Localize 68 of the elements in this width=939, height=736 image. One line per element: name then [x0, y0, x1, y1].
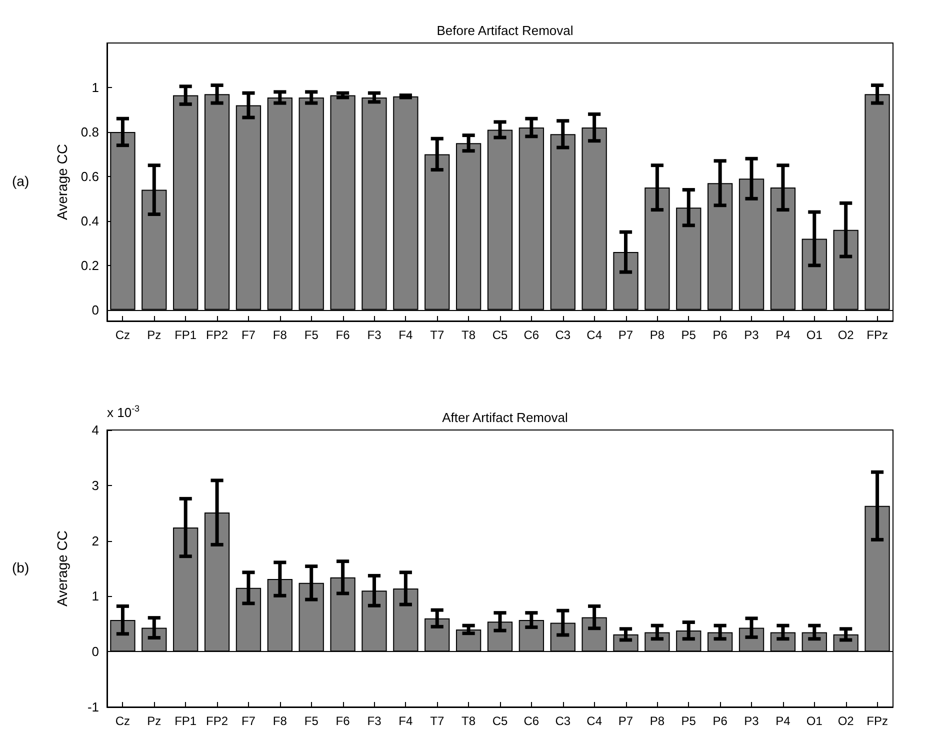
- x-tick-label: Pz: [147, 714, 162, 728]
- x-tick-label: F5: [304, 714, 319, 728]
- x-tick-label: F3: [367, 714, 382, 728]
- x-tick-label: F3: [367, 328, 382, 342]
- x-tick-label: C4: [586, 714, 602, 728]
- y-tick-label: 0.6: [80, 168, 99, 184]
- x-tick-label: T8: [462, 714, 476, 728]
- y-tick-label: 1: [92, 588, 99, 604]
- x-tick-label: FP2: [206, 328, 228, 342]
- x-tick-label: T7: [430, 328, 444, 342]
- text: (b): [12, 560, 30, 576]
- x-tick-label: FP2: [206, 714, 228, 728]
- x-tick-label: F6: [336, 714, 350, 728]
- x-tick-label: C6: [524, 714, 540, 728]
- x-tick-label: C5: [492, 714, 508, 728]
- x-tick-label: F5: [304, 328, 319, 342]
- x-tick-label: FP1: [174, 714, 197, 728]
- x-tick-label: FP1: [174, 328, 197, 342]
- x-tick-label: F7: [241, 714, 256, 728]
- x-tick-label: F4: [398, 328, 413, 342]
- x-tick-label: F7: [241, 328, 256, 342]
- x-tick-label: F8: [272, 714, 288, 728]
- x-tick-label: C5: [492, 328, 508, 342]
- x-tick-label: P4: [776, 328, 791, 342]
- y-tick-label: 2: [92, 533, 99, 548]
- y-tick-label: 3: [92, 478, 99, 493]
- x-tick-label: O1: [806, 714, 823, 728]
- x-tick-label: C3: [555, 714, 571, 728]
- x-tick-label: P8: [650, 714, 665, 728]
- x-tick-label: F6: [336, 328, 350, 342]
- x-tick-label: O1: [806, 328, 823, 342]
- x-tick-label: P7: [618, 328, 634, 342]
- x-tick-label: F8: [272, 328, 288, 342]
- y-tick-label: 0.2: [80, 258, 99, 273]
- x-tick-label: P8: [650, 328, 665, 342]
- x-tick-label: O2: [838, 714, 854, 728]
- x-tick-label: Cz: [115, 714, 130, 728]
- x-tick-label: O2: [838, 328, 854, 342]
- x-tick-label: P5: [681, 714, 696, 728]
- text: (a): [12, 173, 30, 189]
- y-tick-label: 0: [92, 302, 99, 318]
- x-tick-label: T7: [430, 714, 444, 728]
- x-tick-label: T8: [462, 328, 476, 342]
- y-tick-label: 0.8: [80, 124, 99, 140]
- x-tick-label: F4: [398, 714, 413, 728]
- x-tick-label: FPz: [866, 714, 888, 728]
- x-tick-label: Cz: [115, 328, 130, 342]
- chart-title: Before Artifact Removal: [436, 23, 574, 38]
- x-tick-label: P6: [712, 328, 728, 342]
- x-tick-label: P3: [744, 328, 760, 342]
- x-tick-label: Pz: [147, 328, 162, 342]
- x-tick-label: C3: [555, 328, 571, 342]
- y-tick-label: 4: [92, 422, 99, 438]
- x-tick-label: P4: [776, 714, 791, 728]
- x-tick-label: P5: [681, 328, 696, 342]
- x-tick-label: P6: [712, 714, 728, 728]
- x-tick-label: P3: [744, 714, 760, 728]
- y-axis-title: Average CC: [54, 530, 70, 607]
- x-tick-label: C4: [586, 328, 602, 342]
- y-axis-title: Average CC: [54, 144, 70, 220]
- x-tick-label: C6: [524, 328, 540, 342]
- x-tick-label: P7: [618, 714, 634, 728]
- chart-title: After Artifact Removal: [442, 410, 568, 425]
- y-tick-label: 0: [92, 644, 99, 660]
- y-tick-label: 0.4: [80, 213, 99, 228]
- x-tick-label: FPz: [866, 328, 888, 342]
- y-tick-label: -1: [87, 700, 99, 714]
- y-tick-label: 1: [92, 80, 99, 95]
